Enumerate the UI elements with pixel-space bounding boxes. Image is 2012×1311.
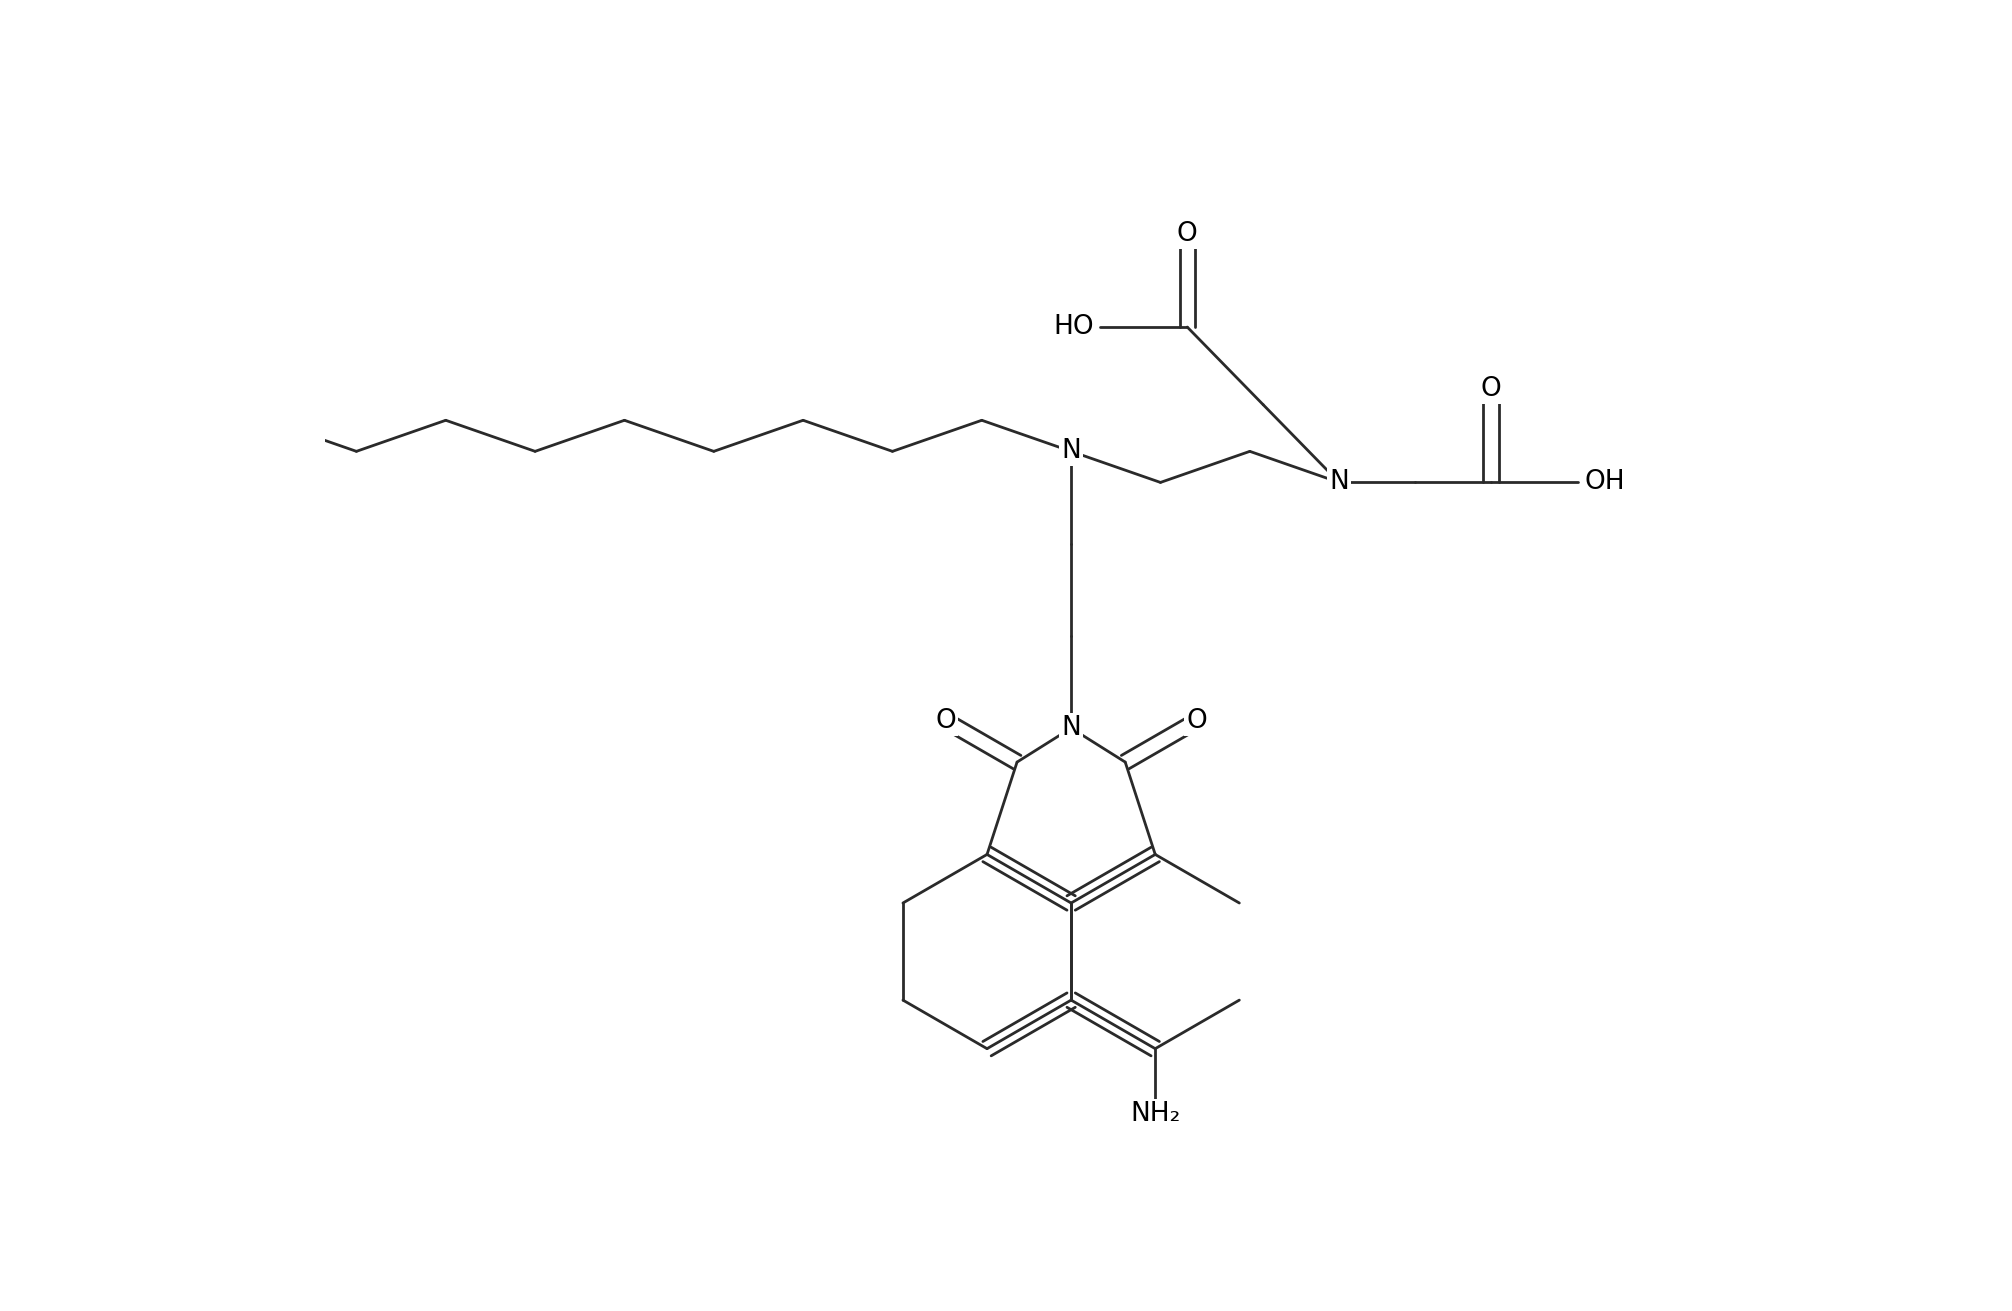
Text: O: O — [1481, 376, 1501, 402]
Text: NH₂: NH₂ — [1131, 1101, 1181, 1126]
Text: N: N — [1060, 714, 1080, 741]
Text: O: O — [936, 708, 956, 734]
Text: N: N — [1060, 438, 1080, 464]
Text: OH: OH — [1583, 469, 1626, 496]
Text: O: O — [1177, 220, 1197, 246]
Text: HO: HO — [1054, 315, 1095, 340]
Text: N: N — [1330, 469, 1348, 496]
Text: O: O — [1187, 708, 1207, 734]
